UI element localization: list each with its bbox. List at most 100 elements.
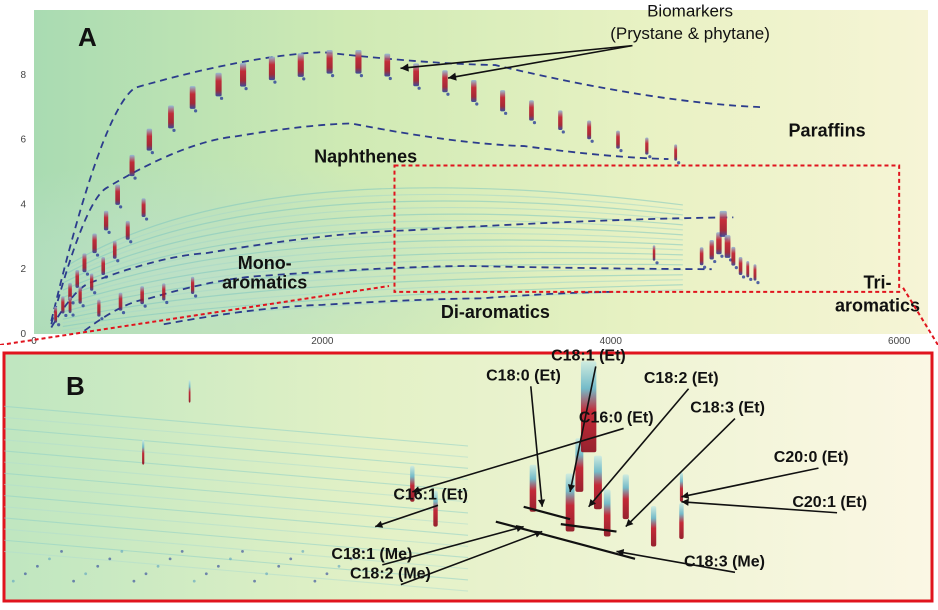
peak-label: C16:1 (Et) [393,486,468,503]
noise-dot [156,564,160,568]
region-label: aromatics [835,295,920,315]
noise-dot [204,572,208,576]
peak-tail [64,313,68,318]
streak [3,428,469,469]
noise-dot [265,572,269,576]
peak-label: C20:0 (Et) [774,449,849,466]
noise-dot [180,550,184,553]
peak [101,256,106,275]
peak-tail [749,277,753,281]
peak [168,105,174,129]
streak [3,405,469,447]
streak [3,450,469,492]
peak-tail [273,80,277,84]
peak-tail [93,291,97,295]
peak [652,245,656,261]
noise-dot [96,564,100,568]
peak-tail [648,155,652,159]
noise-dot [84,572,88,576]
peak-tail [107,230,111,234]
peak [471,80,477,102]
peak-tail [446,92,450,96]
peak-tail [741,275,746,279]
peak [587,120,592,140]
arrowhead [681,491,690,499]
peak [54,306,58,323]
arrow [374,504,439,528]
chart-a: Biomarkers (Prystane & phytane) Paraffins N… [0,1,938,347]
streak [3,439,469,481]
arrowhead [375,520,384,528]
streak [3,461,469,503]
peak [82,253,87,273]
y-tick-label: 6 [20,135,26,146]
biomarker-arrows [400,44,633,81]
panel-label-b: B [66,371,85,401]
peak [97,299,101,317]
peak-tail [194,294,198,298]
peak [413,63,419,87]
peak-label: C18:0 (Et) [486,367,561,384]
region-label: (Prystane & phytane) [610,24,770,43]
streak [3,495,469,536]
y-tick-label: 8 [20,70,26,81]
streak [62,200,683,277]
noise-dot [361,550,365,553]
peak [146,128,153,151]
arrow [400,44,633,70]
peak-tail [95,253,100,257]
peak [118,292,123,311]
noise-dot [277,564,281,568]
panel-b: C16:0 (Et) C16:1 (Et) C18:0 (Et) C18:1 (Et)… [0,345,938,605]
series-row-line [523,505,571,521]
arrowhead [567,484,576,492]
peak [593,455,602,510]
peak [162,283,166,301]
zoom-connector-right [901,285,938,346]
peak-tail [713,259,717,264]
peak [616,130,620,149]
region-label: Mono- [238,253,292,273]
peak-label: C18:1 (Et) [551,347,626,364]
streak [3,472,469,514]
region-label: Tri- [864,273,892,293]
region-boundary [83,265,712,332]
noise-dot [192,579,196,583]
peak [92,233,97,254]
arrow [400,530,543,586]
peak-tail [81,304,85,308]
peak-tail [85,272,90,276]
peak-tail [129,240,133,244]
peak [115,184,120,205]
peak-tail [302,77,306,81]
peak [68,282,72,301]
peak [78,286,82,304]
peak [129,154,135,177]
peak [709,239,714,260]
peak [141,198,146,218]
arrow [625,417,736,528]
streak [62,187,683,269]
noise-dot [241,550,244,553]
arrowhead [625,519,634,527]
peak [500,90,506,112]
peak [650,506,657,547]
peak [645,137,649,155]
noise-dot [108,557,112,561]
arrowhead [588,498,597,507]
panel-a: Biomarkers (Prystane & phytane) Paraffins N… [0,1,938,347]
arrowhead [400,63,409,72]
peak-tail [71,301,75,305]
chart-b: C16:0 (Et) C16:1 (Et) C18:0 (Et) C18:1 (Et)… [2,347,934,603]
peak [140,286,144,305]
peak [112,240,117,259]
arrowhead [681,498,689,506]
peak [90,273,94,291]
peak-tail [143,304,147,308]
peak [384,53,391,77]
x-tick-label: 2000 [311,336,334,345]
region-boundary [163,290,611,326]
peak-tail [703,265,707,269]
peak [355,50,362,74]
peak-tail [720,254,724,258]
